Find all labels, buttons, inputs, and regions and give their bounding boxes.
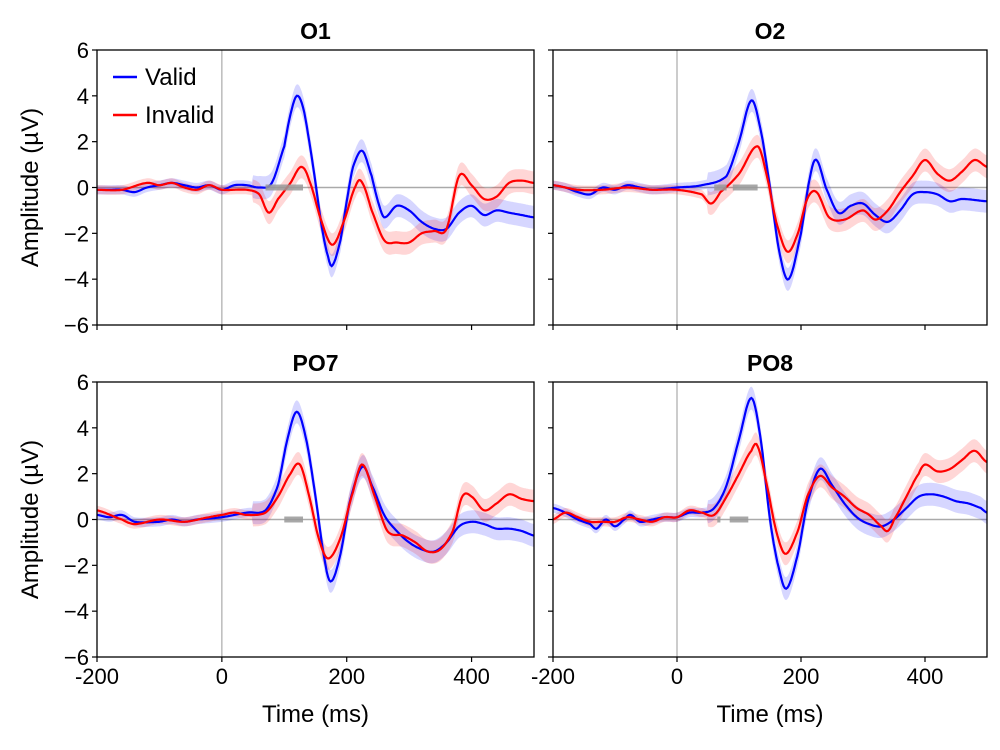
y-tick-label: 4: [77, 84, 89, 109]
legend-label-valid: Valid: [145, 64, 197, 91]
y-axis-label: Amplitude (µV): [17, 108, 44, 267]
series-line-invalid: [552, 442, 988, 555]
panel-title: PO8: [747, 350, 793, 376]
y-tick-label: −2: [64, 553, 89, 578]
panel-o2: O2: [548, 18, 988, 330]
x-tick-label: -200: [531, 664, 575, 689]
x-tick-label: 400: [907, 664, 944, 689]
confidence-band-invalid: [553, 134, 987, 264]
panel-po7: −6 −4 −2 0 2 4 6 -200 0 200 400 PO7 Amplitude (µV) Ti…: [17, 350, 535, 728]
panel-title: PO7: [292, 350, 338, 376]
y-tick-label: −2: [64, 221, 89, 246]
y-tick-label: 6: [77, 38, 89, 63]
series-line-invalid: [97, 165, 535, 246]
confidence-band-invalid: [97, 452, 534, 570]
panel-title: O1: [300, 18, 331, 44]
y-tick-label: −6: [64, 645, 89, 670]
legend: Valid Invalid: [113, 64, 214, 129]
y-axis-label: Amplitude (µV): [17, 440, 44, 599]
legend-label-invalid: Invalid: [145, 102, 214, 129]
x-tick-label: 0: [671, 664, 683, 689]
y-tick-label: 0: [77, 176, 89, 201]
series-line-invalid: [96, 462, 535, 560]
y-tick-label: 6: [77, 370, 89, 395]
x-axis-label: Time (ms): [716, 701, 823, 728]
panel-o1: −6 −4 −2 0 2 4 6 O1 Amplitude (µV) Valid Invalid: [17, 18, 535, 338]
panel-title: O2: [755, 18, 786, 44]
x-tick-label: -200: [75, 664, 119, 689]
panel-po8: -200 0 200 400 PO8 Time (ms): [531, 350, 988, 728]
x-tick-label: 200: [783, 664, 820, 689]
confidence-band-invalid: [97, 155, 534, 257]
x-tick-label: 400: [453, 664, 490, 689]
x-tick-label: 200: [328, 664, 365, 689]
y-tick-label: 4: [77, 416, 89, 441]
y-tick-label: −6: [64, 313, 89, 338]
series-line-invalid: [552, 145, 988, 253]
y-tick-label: −4: [64, 267, 89, 292]
x-axis-label: Time (ms): [262, 701, 369, 728]
y-tick-label: 2: [77, 130, 89, 155]
y-tick-label: −4: [64, 599, 89, 624]
y-tick-label: 0: [77, 508, 89, 533]
x-tick-label: 0: [216, 664, 228, 689]
y-tick-label: 2: [77, 462, 89, 487]
